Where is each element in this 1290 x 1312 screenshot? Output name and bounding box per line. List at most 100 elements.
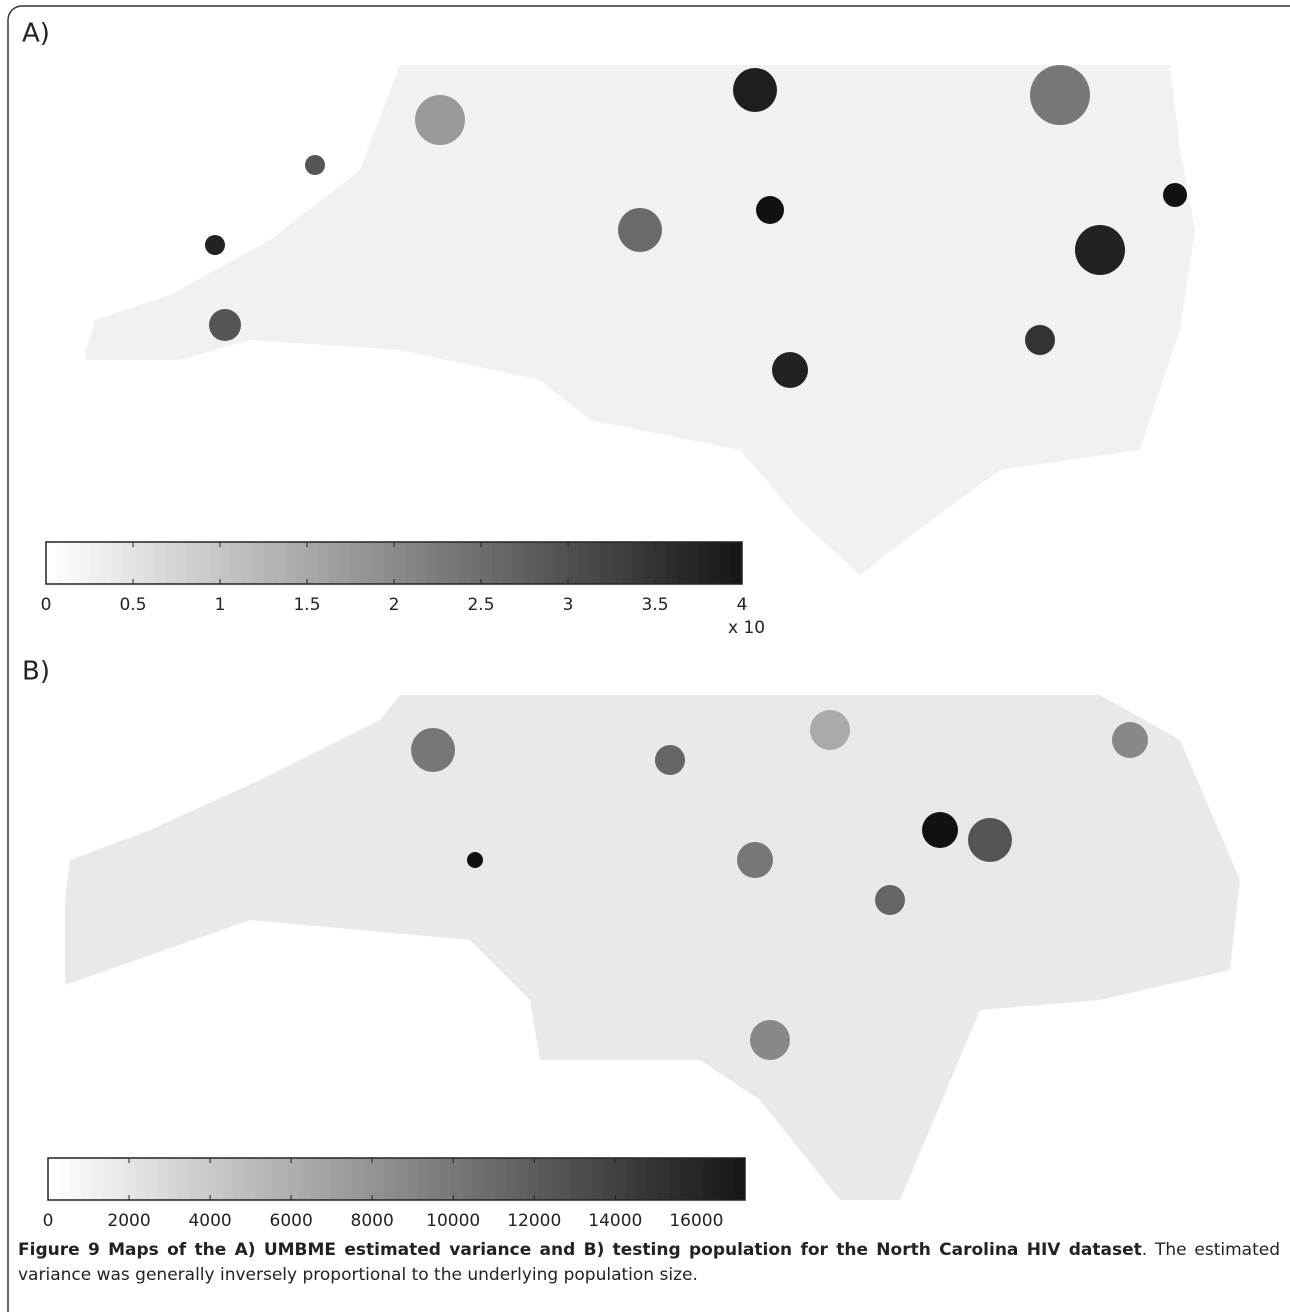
colorbar-step	[254, 1158, 267, 1200]
frame	[7, 5, 1290, 1312]
colorbar-step	[265, 1158, 278, 1200]
colorbar-step	[230, 542, 243, 584]
tick-label: 16000	[669, 1211, 723, 1231]
panel-label: B)	[22, 657, 50, 687]
colorbar-step	[723, 1158, 735, 1200]
colorbar-step	[720, 542, 732, 584]
colorbar-step	[167, 1158, 180, 1200]
colorbar-step	[502, 542, 515, 584]
colorbar-step	[538, 1158, 550, 1200]
colorbar-step	[69, 1158, 82, 1200]
tick-label: 2	[389, 595, 400, 615]
colorbar-step	[712, 1158, 724, 1200]
colorbar-step	[581, 1158, 594, 1200]
tick-label: 1.5	[293, 595, 320, 615]
colorbar-step	[687, 542, 699, 584]
colorbar-step	[437, 542, 449, 584]
colorbar-step	[154, 542, 167, 584]
colorbar-step	[331, 1158, 343, 1200]
colorbar-step	[491, 542, 504, 584]
colorbar-step	[701, 1158, 713, 1200]
caption: Figure 9 Maps of the A) UMBME estimated …	[18, 1238, 1280, 1288]
colorbar-step	[592, 1158, 604, 1200]
colorbar-step	[505, 1158, 517, 1200]
colorbar-frame	[47, 1157, 746, 1201]
colorbar-step	[415, 542, 428, 584]
colorbar-step	[187, 542, 199, 584]
colorbar-step	[320, 1158, 332, 1200]
colorbar-step	[676, 542, 689, 584]
colorbar-step	[58, 1158, 71, 1200]
colorbar-step	[178, 1158, 191, 1200]
colorbar-step	[352, 1158, 365, 1200]
colorbar-step	[472, 1158, 485, 1200]
tick-label: 3.5	[641, 595, 668, 615]
colorbar-step	[233, 1158, 245, 1200]
colorbar-step	[548, 1158, 561, 1200]
colorbar-step	[285, 542, 297, 584]
colorbar-step	[339, 542, 351, 584]
colorbar-step	[578, 542, 591, 584]
caption-title: Figure 9 Maps of the A) UMBME estimated …	[18, 1240, 1142, 1260]
colorbar-step	[600, 542, 612, 584]
colorbar-step	[100, 542, 112, 584]
panel-label: A)	[22, 19, 50, 49]
colorbar-step	[614, 1158, 626, 1200]
colorbar-step	[146, 1158, 158, 1200]
colorbar-step	[524, 542, 536, 584]
colorbar-step	[198, 542, 210, 584]
tick-label: 6000	[270, 1211, 313, 1231]
colorbar-step	[527, 1158, 539, 1200]
colorbar-step	[404, 542, 417, 584]
tick-label: 8000	[351, 1211, 394, 1231]
colorbar-step	[731, 542, 743, 584]
colorbar-step	[46, 542, 58, 584]
colorbar-step	[636, 1158, 648, 1200]
tick-label: 0	[43, 1211, 54, 1231]
tick-label: 10000	[426, 1211, 480, 1231]
colorbar-step	[124, 1158, 136, 1200]
colorbar-step	[668, 1158, 681, 1200]
colorbar-step	[483, 1158, 496, 1200]
colorbar-step	[176, 542, 188, 584]
colorbar-step	[48, 1158, 60, 1200]
tick-label: 2000	[107, 1211, 150, 1231]
colorbar-step	[396, 1158, 408, 1200]
colorbar-step	[589, 542, 602, 584]
colorbar-step	[78, 542, 90, 584]
colorbar-step	[89, 542, 101, 584]
colorbar-step	[91, 1158, 103, 1200]
colorbar-step	[383, 542, 395, 584]
colorbar-step	[263, 542, 275, 584]
colorbar-step	[350, 542, 362, 584]
colorbar-step	[372, 542, 384, 584]
tick-label: 1	[215, 595, 226, 615]
colorbar-step	[220, 542, 232, 584]
exponent-label: x 10	[728, 618, 765, 638]
colorbar-step	[450, 1158, 463, 1200]
colorbar-step	[665, 542, 678, 584]
colorbar-step	[276, 1158, 289, 1200]
colorbar-step	[122, 542, 134, 584]
colorbar-step	[374, 1158, 387, 1200]
colorbar-step	[156, 1158, 169, 1200]
colorbar-step	[679, 1158, 692, 1200]
caption-text: . The estimated variance was generally i…	[18, 1240, 1280, 1285]
colorbar-step	[252, 542, 264, 584]
colorbar-step	[603, 1158, 615, 1200]
tick-label: 14000	[588, 1211, 642, 1231]
colorbar-step	[570, 1158, 583, 1200]
colorbar-step	[481, 542, 493, 584]
colorbar-step	[734, 1158, 746, 1200]
colorbar-step	[80, 1158, 93, 1200]
colorbar-step	[513, 542, 525, 584]
colorbar-step	[625, 1158, 637, 1200]
colorbar-step	[698, 542, 710, 584]
colorbar-step	[426, 542, 438, 584]
colorbar-step	[385, 1158, 397, 1200]
colorbar-step	[296, 542, 308, 584]
tick-label: 3	[563, 595, 574, 615]
colorbar-step	[461, 1158, 474, 1200]
colorbar-step	[363, 1158, 376, 1200]
